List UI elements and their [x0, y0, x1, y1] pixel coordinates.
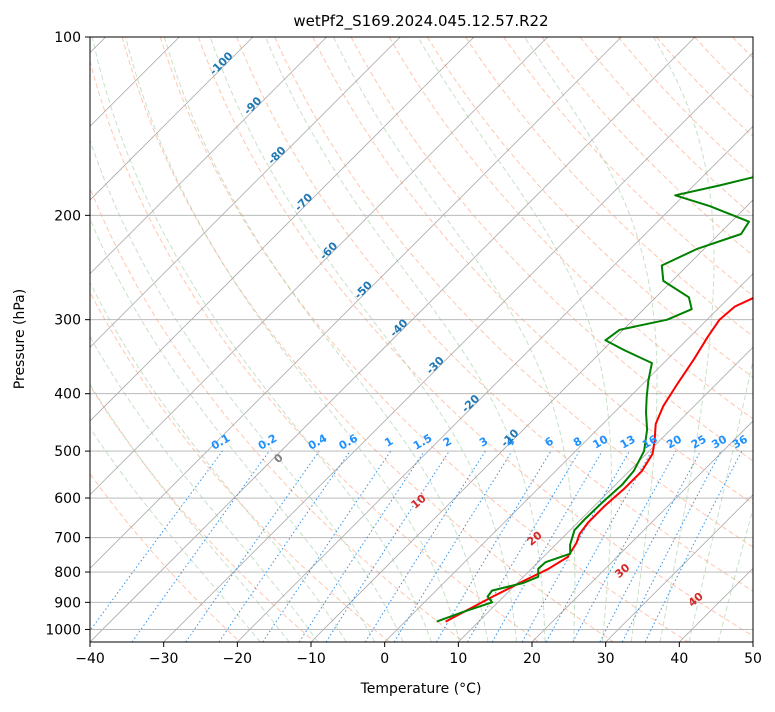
y-axis-label: Pressure (hPa)	[12, 289, 28, 389]
x-tick-label: −30	[149, 651, 179, 667]
x-tick-label: −10	[296, 651, 326, 667]
y-tick-label: 800	[54, 565, 81, 581]
x-tick-label: −20	[223, 651, 253, 667]
y-tick-label: 900	[54, 595, 81, 611]
x-tick-label: 30	[597, 651, 615, 667]
y-tick-label: 700	[54, 531, 81, 547]
x-tick-label: 50	[744, 651, 762, 667]
y-tick-label: 600	[54, 491, 81, 507]
x-tick-label: −40	[75, 651, 105, 667]
chart-title: wetPf2_S169.2024.045.12.57.R22	[293, 12, 548, 31]
x-tick-label: 40	[670, 651, 688, 667]
x-tick-label: 10	[449, 651, 467, 667]
y-tick-label: 1000	[45, 622, 81, 638]
y-tick-label: 500	[54, 444, 81, 460]
y-tick-label: 400	[54, 387, 81, 403]
y-tick-label: 200	[54, 208, 81, 224]
x-tick-label: 20	[523, 651, 541, 667]
x-tick-label: 0	[380, 651, 389, 667]
y-tick-label: 100	[54, 30, 81, 46]
x-axis-label: Temperature (°C)	[360, 681, 482, 697]
y-tick-label: 300	[54, 313, 81, 329]
